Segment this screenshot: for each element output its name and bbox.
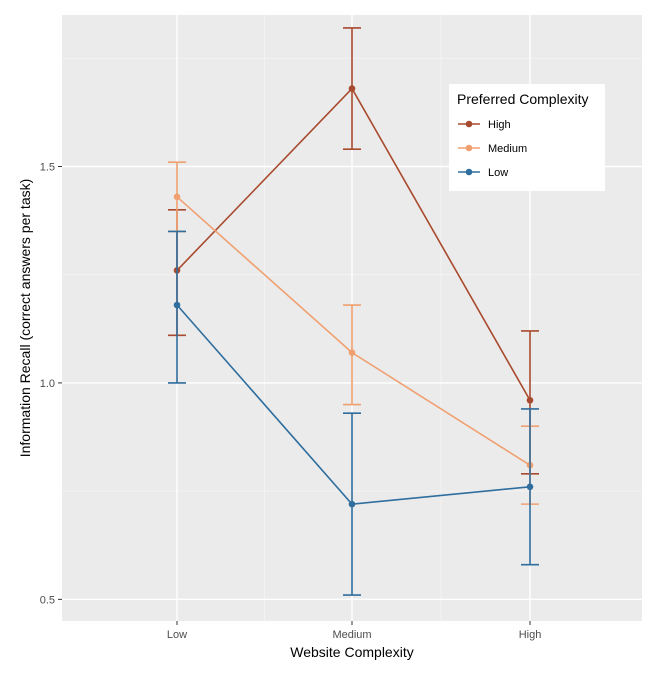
x-axis-title: Website Complexity [290,644,413,660]
data-point-medium [348,349,356,356]
legend-item-high: High [458,119,511,131]
x-tick-label: Medium [332,629,371,641]
data-point-low [348,500,356,508]
legend: Preferred Complexity High Medium Low [449,84,605,191]
series-layer [168,27,539,596]
legend-label-medium: Medium [488,143,527,155]
legend-title: Preferred Complexity [457,91,589,107]
legend-item-low: Low [458,167,508,179]
x-axis-ticks: Low Medium High [167,621,541,641]
y-tick-label: 1.5 [40,162,55,174]
legend-items: High Medium Low [458,119,527,179]
legend-key-point-medium [465,144,473,152]
legend-key-point-low [465,168,473,176]
legend-label-low: Low [488,167,508,179]
legend-item-medium: Medium [458,143,527,155]
legend-key-point-high [465,120,473,128]
y-axis-ticks: 0.5 1.0 1.5 [40,162,62,606]
x-tick-label: Low [167,629,187,641]
x-tick-label: High [519,629,542,641]
y-tick-label: 1.0 [40,378,55,390]
y-tick-label: 0.5 [40,594,55,606]
data-point-high [526,396,534,404]
series-low [168,230,539,596]
legend-label-high: High [488,119,511,131]
data-point-high [348,85,356,92]
data-point-low [173,301,181,309]
data-point-low [526,483,534,491]
legend-box [449,84,605,191]
y-axis-title: Information Recall (correct answers per … [17,179,33,458]
data-point-medium [173,193,181,201]
